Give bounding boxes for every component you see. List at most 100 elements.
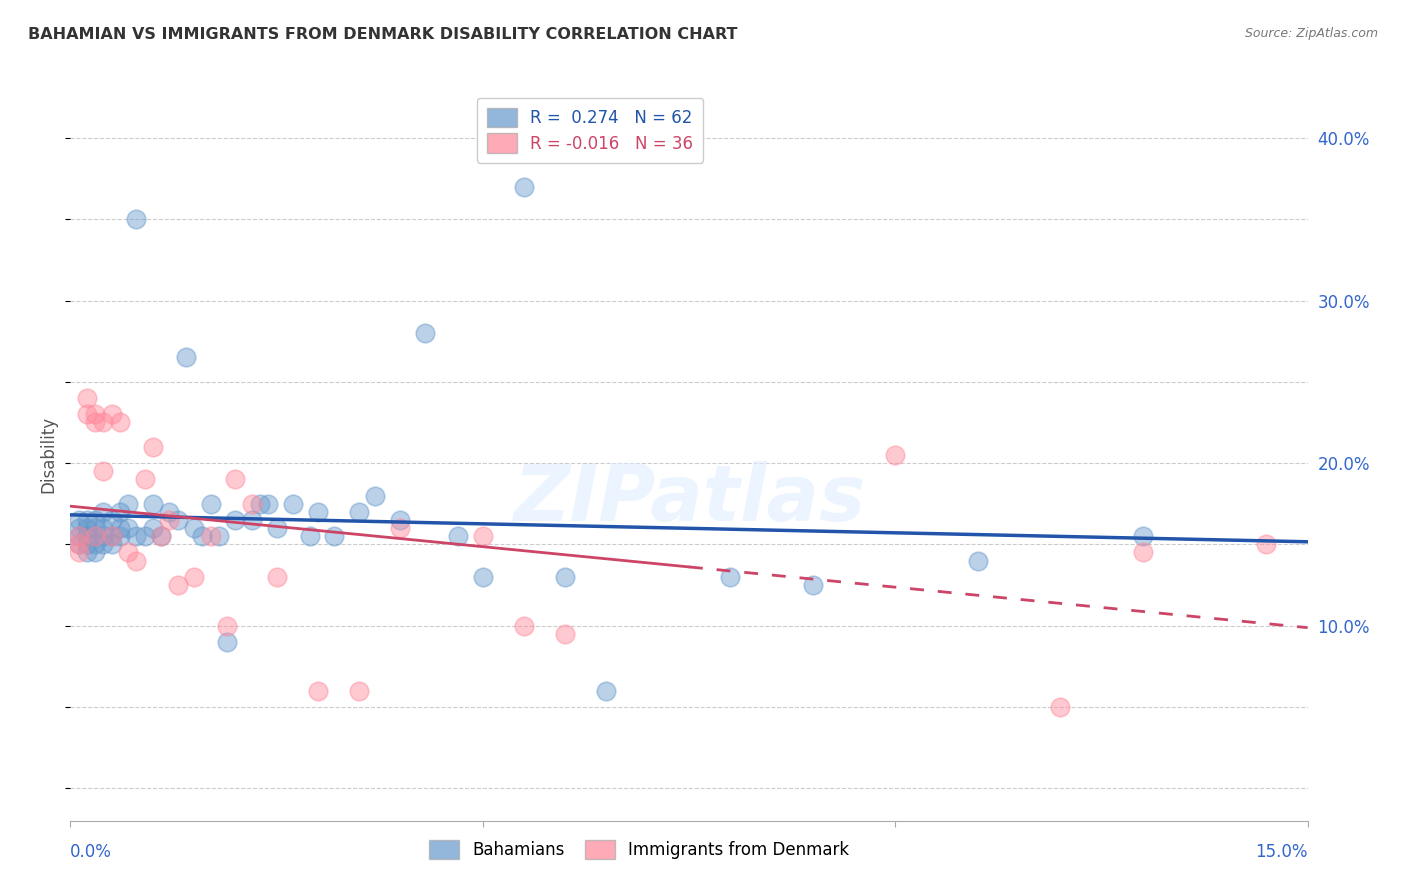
Point <box>200 497 222 511</box>
Point <box>1132 529 1154 543</box>
Point <box>224 513 246 527</box>
Point <box>1049 699 1071 714</box>
Point <box>84 529 107 543</box>
Point <box>150 529 173 543</box>
Point <box>67 529 90 543</box>
Point <box>91 521 114 535</box>
Point <box>471 529 494 543</box>
Point <box>389 521 412 535</box>
Point <box>166 513 188 527</box>
Point <box>200 529 222 543</box>
Text: 15.0%: 15.0% <box>1256 843 1308 861</box>
Point <box>266 521 288 535</box>
Point <box>100 537 122 551</box>
Point <box>142 521 165 535</box>
Point <box>447 529 470 543</box>
Point <box>307 683 329 698</box>
Point <box>67 513 90 527</box>
Point <box>224 472 246 486</box>
Point <box>208 529 231 543</box>
Point <box>554 570 576 584</box>
Text: BAHAMIAN VS IMMIGRANTS FROM DENMARK DISABILITY CORRELATION CHART: BAHAMIAN VS IMMIGRANTS FROM DENMARK DISA… <box>28 27 738 42</box>
Point <box>347 505 370 519</box>
Point <box>554 626 576 640</box>
Point <box>413 326 436 340</box>
Point <box>389 513 412 527</box>
Point <box>240 513 263 527</box>
Point <box>513 618 536 632</box>
Text: 0.0%: 0.0% <box>70 843 112 861</box>
Point <box>76 407 98 421</box>
Point <box>91 529 114 543</box>
Point <box>117 545 139 559</box>
Point <box>100 529 122 543</box>
Point <box>67 537 90 551</box>
Point <box>281 497 304 511</box>
Point <box>100 407 122 421</box>
Point <box>183 570 205 584</box>
Point <box>91 464 114 478</box>
Point <box>191 529 214 543</box>
Point <box>215 618 238 632</box>
Point <box>125 553 148 567</box>
Point <box>76 545 98 559</box>
Point <box>67 537 90 551</box>
Point <box>84 407 107 421</box>
Point <box>166 578 188 592</box>
Point <box>307 505 329 519</box>
Point <box>134 529 156 543</box>
Point <box>67 521 90 535</box>
Point <box>67 529 90 543</box>
Point <box>157 513 180 527</box>
Point <box>134 472 156 486</box>
Point <box>100 513 122 527</box>
Point <box>266 570 288 584</box>
Point <box>966 553 988 567</box>
Point <box>117 521 139 535</box>
Point <box>249 497 271 511</box>
Point <box>801 578 824 592</box>
Point <box>76 529 98 543</box>
Point <box>84 416 107 430</box>
Point <box>471 570 494 584</box>
Point <box>884 448 907 462</box>
Point <box>84 513 107 527</box>
Point <box>595 683 617 698</box>
Point <box>108 521 131 535</box>
Point <box>718 570 741 584</box>
Point <box>100 529 122 543</box>
Point <box>298 529 321 543</box>
Point <box>76 521 98 535</box>
Point <box>150 529 173 543</box>
Point <box>257 497 280 511</box>
Point <box>84 537 107 551</box>
Y-axis label: Disability: Disability <box>39 417 58 493</box>
Point <box>125 212 148 227</box>
Point <box>84 521 107 535</box>
Point <box>1132 545 1154 559</box>
Point <box>117 497 139 511</box>
Point <box>91 537 114 551</box>
Point <box>67 545 90 559</box>
Point <box>108 505 131 519</box>
Text: ZIPatlas: ZIPatlas <box>513 461 865 537</box>
Point <box>347 683 370 698</box>
Point <box>84 529 107 543</box>
Point <box>174 351 197 365</box>
Point <box>215 635 238 649</box>
Point <box>513 179 536 194</box>
Point <box>240 497 263 511</box>
Legend: Bahamians, Immigrants from Denmark: Bahamians, Immigrants from Denmark <box>420 831 858 867</box>
Point <box>76 391 98 405</box>
Point <box>84 545 107 559</box>
Point <box>91 505 114 519</box>
Point <box>183 521 205 535</box>
Text: Source: ZipAtlas.com: Source: ZipAtlas.com <box>1244 27 1378 40</box>
Point <box>323 529 346 543</box>
Point <box>76 537 98 551</box>
Point <box>91 416 114 430</box>
Point <box>142 497 165 511</box>
Point <box>1256 537 1278 551</box>
Point <box>364 489 387 503</box>
Point <box>157 505 180 519</box>
